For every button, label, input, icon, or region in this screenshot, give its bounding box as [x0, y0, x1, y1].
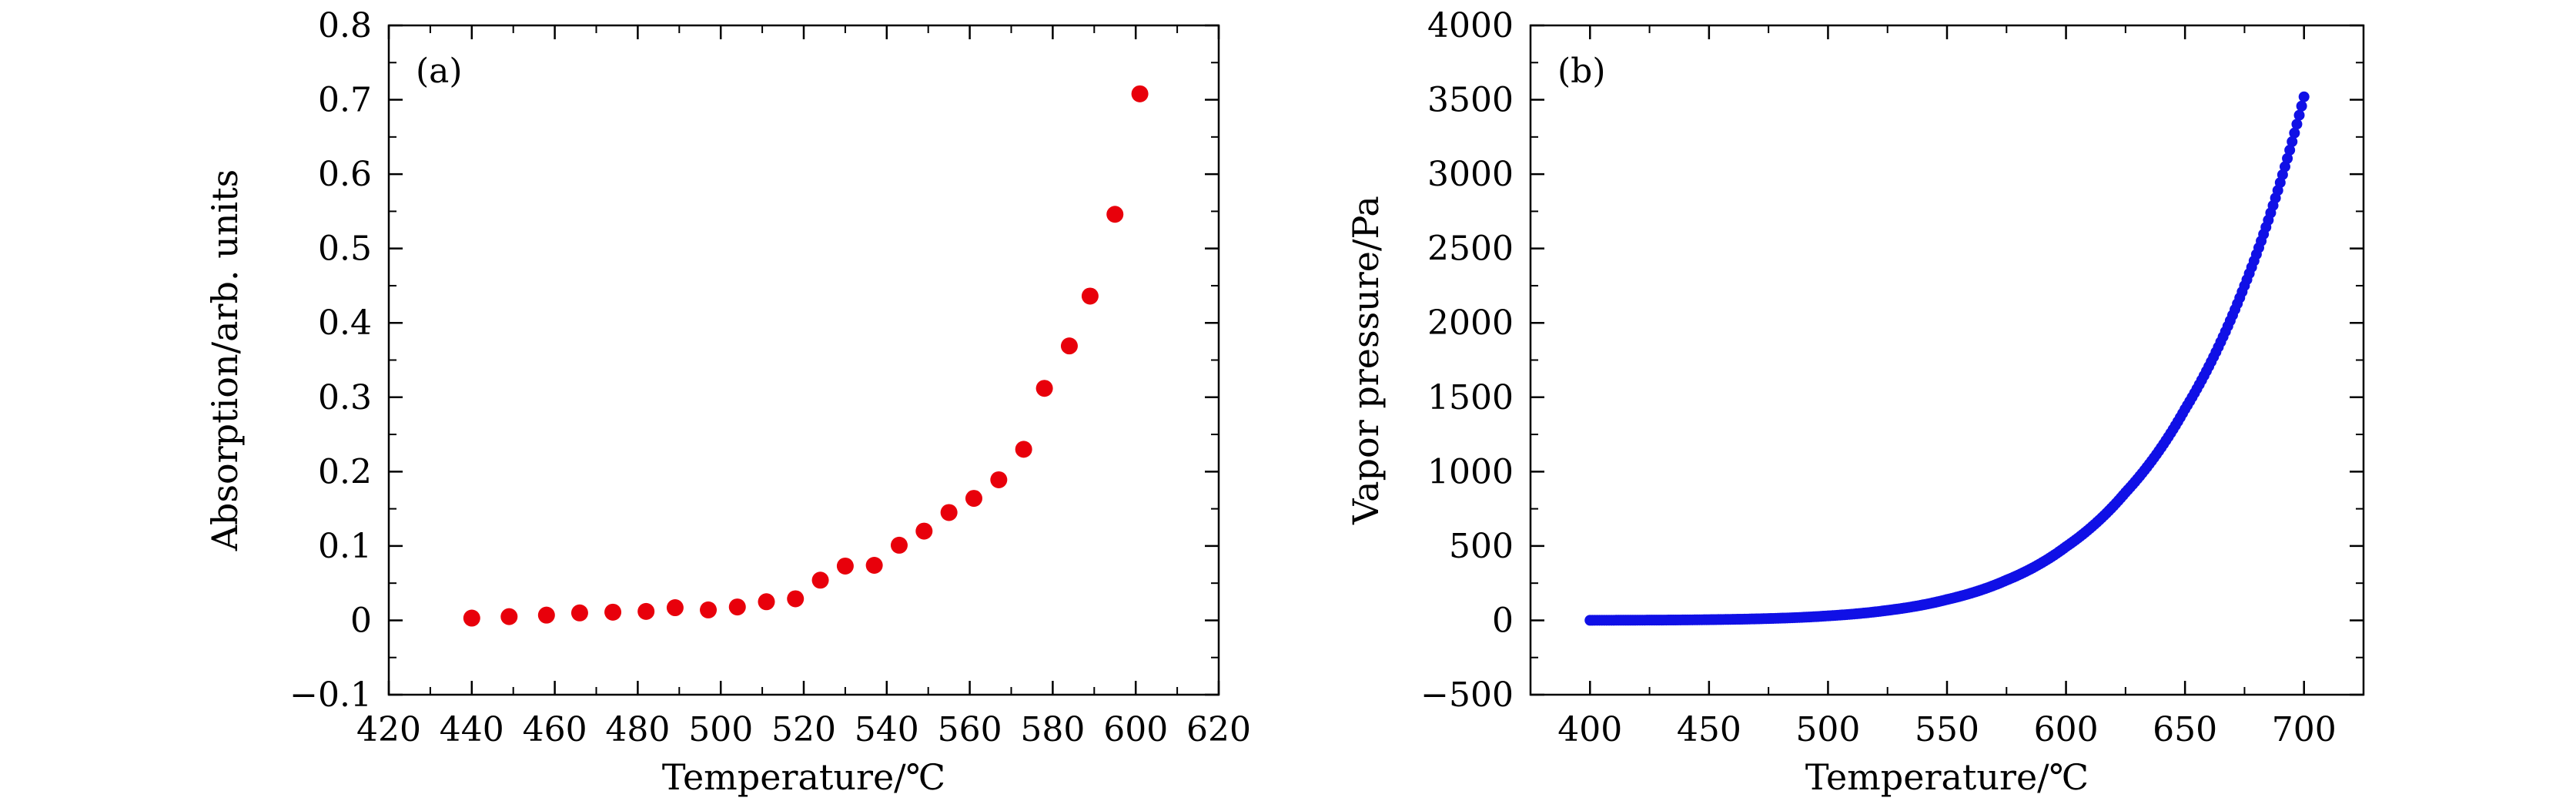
x-tick-label: 520: [771, 710, 836, 749]
data-point: [2296, 100, 2307, 112]
y-tick-label: 0.1: [318, 527, 372, 566]
y-tick-label: 2000: [1427, 303, 1514, 343]
y-tick-label: 0: [1492, 601, 1514, 640]
y-tick-label: 1000: [1427, 452, 1514, 491]
x-tick-label: 540: [855, 710, 919, 749]
y-tick-label: 0.8: [318, 6, 372, 45]
data-point: [666, 599, 684, 617]
y-tick-label: 0.6: [318, 155, 372, 194]
y-tick-label: −0.1: [289, 675, 372, 715]
data-point: [637, 602, 655, 620]
y-tick-label: 4000: [1427, 6, 1514, 45]
y-tick-label: 3000: [1427, 155, 1514, 194]
y-tick-label: −500: [1420, 675, 1514, 715]
data-point: [836, 557, 854, 575]
data-point: [787, 590, 805, 608]
panel-b: 400 450 500 550 600 650 700 −500 0 500 1000 1500 200…: [1345, 6, 2365, 798]
panel-label: (b): [1557, 52, 1606, 91]
y-tick-label: 500: [1449, 527, 1514, 566]
x-axis-label: Temperature/℃: [1805, 756, 2089, 798]
x-tick-label: 500: [688, 710, 753, 749]
data-point: [1060, 337, 1078, 355]
y-axis-label: Vapor pressure/Pa: [1345, 196, 1387, 525]
y-tick-label: 0.2: [318, 452, 372, 491]
panel-a: 420 440 460 480 500 520 540 560 580 600 620 −0.1 0 0.…: [204, 6, 1251, 798]
plot-frame: [387, 24, 1220, 696]
data-point: [500, 608, 518, 625]
x-tick-label: 620: [1186, 710, 1251, 749]
data-point: [570, 604, 588, 622]
y-tick-label: 0: [350, 601, 372, 640]
y-tick-label: 1500: [1427, 378, 1514, 417]
x-axis-label: Temperature/℃: [662, 756, 945, 798]
panel-label: (a): [416, 52, 463, 91]
y-tick-label: 0.4: [318, 303, 372, 343]
x-tick-label: 700: [2272, 710, 2337, 749]
y-tick-label: 0.5: [318, 230, 372, 269]
data-point: [1131, 85, 1149, 102]
data-point: [2287, 136, 2298, 147]
y-tick-label: 0.7: [318, 81, 372, 120]
data-point: [604, 603, 622, 621]
x-tick-label: 460: [523, 710, 587, 749]
data-point: [1106, 206, 1124, 223]
data-point: [537, 606, 555, 624]
x-tick-label: 550: [1915, 710, 1979, 749]
data-point: [2282, 152, 2293, 164]
data-point: [463, 609, 480, 627]
data-point: [990, 471, 1008, 488]
x-tick-label: 420: [356, 710, 421, 749]
data-point: [728, 598, 746, 616]
data-point: [1015, 441, 1032, 458]
data-point: [915, 522, 933, 540]
data-point: [940, 504, 958, 521]
data-point: [2291, 119, 2303, 130]
data-point: [865, 556, 883, 574]
data-point: [2293, 109, 2305, 121]
x-tick-label: 600: [1103, 710, 1168, 749]
x-tick-label: 450: [1677, 710, 1741, 749]
data-point: [965, 490, 982, 508]
data-point: [700, 601, 718, 618]
x-tick-label: 600: [2034, 710, 2099, 749]
x-tick-label: 500: [1795, 710, 1860, 749]
y-tick-label: 0.3: [318, 378, 372, 417]
data-point: [2284, 144, 2296, 156]
data-point: [811, 571, 829, 589]
x-tick-label: 650: [2153, 710, 2217, 749]
x-tick-label: 480: [605, 710, 670, 749]
data-point: [890, 536, 908, 554]
y-tick-label: 3500: [1427, 81, 1514, 120]
data-point: [1035, 380, 1053, 397]
x-tick-label: 400: [1557, 710, 1622, 749]
x-tick-label: 560: [938, 710, 1002, 749]
data-point: [2298, 91, 2310, 102]
x-tick-label: 580: [1020, 710, 1085, 749]
y-axis-label: Absorption/arb. units: [204, 169, 246, 552]
data-point: [2289, 127, 2300, 139]
x-tick-label: 440: [440, 710, 504, 749]
data-point: [2279, 161, 2290, 173]
y-tick-label: 2500: [1427, 230, 1514, 269]
data-point: [1081, 287, 1099, 305]
data-point: [758, 593, 775, 611]
